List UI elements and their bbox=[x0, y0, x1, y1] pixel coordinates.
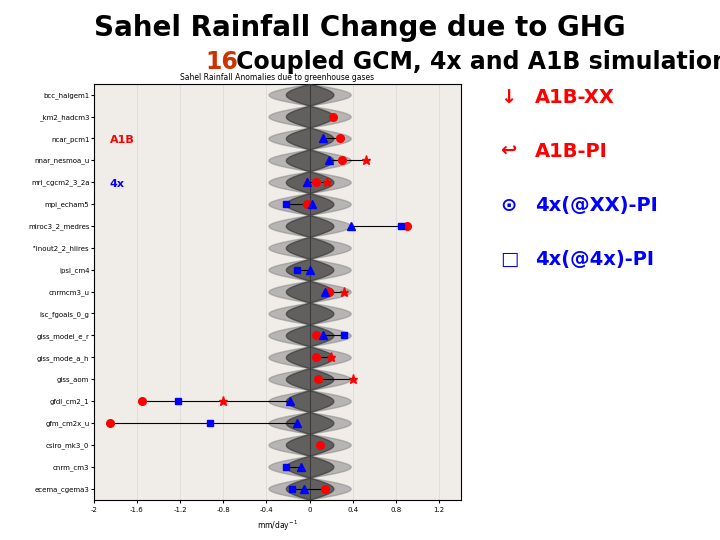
Text: 4x: 4x bbox=[110, 179, 125, 188]
Text: ⊙: ⊙ bbox=[500, 195, 517, 215]
Text: A1B-XX: A1B-XX bbox=[535, 87, 615, 107]
Text: 4x(@XX)-PI: 4x(@XX)-PI bbox=[535, 195, 657, 215]
Text: Sahel Rainfall Change due to GHG: Sahel Rainfall Change due to GHG bbox=[94, 14, 626, 42]
Text: 16: 16 bbox=[205, 50, 238, 73]
Title: Sahel Rainfall Anomalies due to greenhouse gases: Sahel Rainfall Anomalies due to greenhou… bbox=[180, 72, 374, 82]
Text: A1B: A1B bbox=[110, 135, 135, 145]
Text: 4x(@4x)-PI: 4x(@4x)-PI bbox=[535, 249, 654, 269]
X-axis label: mm/day$^{-1}$: mm/day$^{-1}$ bbox=[257, 519, 297, 533]
Text: □: □ bbox=[500, 249, 519, 269]
Text: A1B-PI: A1B-PI bbox=[535, 141, 608, 161]
Text: ↩: ↩ bbox=[500, 141, 517, 161]
Text: Coupled GCM, 4x and A1B simulation: Coupled GCM, 4x and A1B simulation bbox=[228, 50, 720, 73]
Text: ↓: ↓ bbox=[500, 87, 517, 107]
